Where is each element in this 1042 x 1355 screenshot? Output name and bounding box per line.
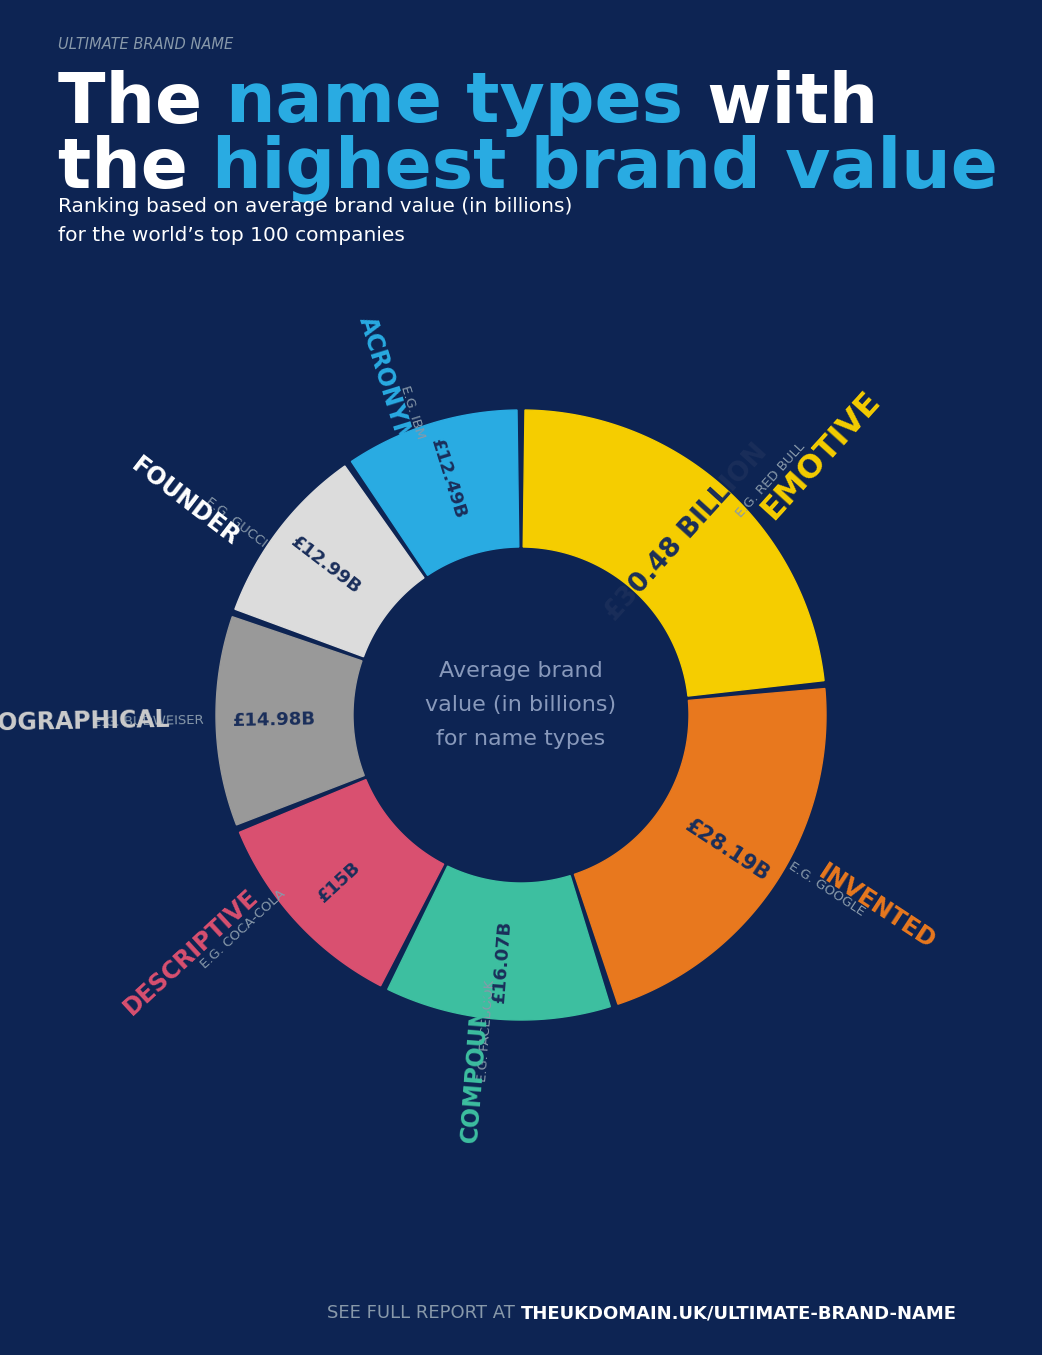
Text: £15B: £15B	[315, 858, 365, 905]
Text: E.G. IBM: E.G. IBM	[398, 383, 427, 440]
Text: £30.48 BILLION: £30.48 BILLION	[600, 439, 773, 626]
Polygon shape	[574, 688, 826, 1004]
Text: SEE FULL REPORT AT: SEE FULL REPORT AT	[327, 1304, 521, 1322]
Text: £16.07B: £16.07B	[490, 919, 514, 1003]
Text: Ranking based on average brand value (in billions)
for the world’s top 100 compa: Ranking based on average brand value (in…	[58, 196, 572, 245]
Text: E.G. FACEBOOK: E.G. FACEBOOK	[475, 980, 496, 1083]
Text: GEOGRAPHICAL: GEOGRAPHICAL	[0, 709, 171, 736]
Polygon shape	[216, 617, 365, 825]
Text: £12.49B: £12.49B	[427, 438, 469, 522]
Text: ACRONYM: ACRONYM	[354, 313, 417, 449]
Text: COMPOUND: COMPOUND	[457, 985, 494, 1144]
Text: E.G. COCA-COLA: E.G. COCA-COLA	[198, 888, 288, 972]
Text: THEUKDOMAIN.UK/ULTIMATE-BRAND-NAME: THEUKDOMAIN.UK/ULTIMATE-BRAND-NAME	[521, 1304, 957, 1322]
Polygon shape	[234, 466, 424, 657]
Polygon shape	[523, 411, 824, 696]
Polygon shape	[351, 411, 519, 576]
Circle shape	[356, 550, 686, 879]
Text: INVENTED: INVENTED	[814, 860, 939, 954]
Polygon shape	[240, 779, 444, 986]
Text: £12.99B: £12.99B	[287, 533, 364, 598]
Text: DESCRIPTIVE: DESCRIPTIVE	[120, 885, 264, 1019]
Text: E.G. GOOGLE: E.G. GOOGLE	[786, 859, 867, 919]
Text: E.G. RED BULL: E.G. RED BULL	[734, 440, 808, 520]
Text: ULTIMATE BRAND NAME: ULTIMATE BRAND NAME	[58, 37, 233, 51]
Polygon shape	[388, 866, 611, 1020]
Text: with: with	[684, 70, 878, 137]
Text: highest brand value: highest brand value	[213, 136, 998, 202]
Text: E.G. GUCCI: E.G. GUCCI	[203, 495, 270, 549]
Text: £14.98B: £14.98B	[232, 710, 317, 730]
Text: FOUNDER: FOUNDER	[126, 453, 244, 550]
Text: the: the	[58, 136, 213, 202]
Text: EMOTIVE: EMOTIVE	[755, 385, 887, 526]
Text: name types: name types	[226, 70, 684, 137]
Text: Average brand
value (in billions)
for name types: Average brand value (in billions) for na…	[425, 661, 617, 749]
Text: E.G. BUDWEISER: E.G. BUDWEISER	[93, 714, 204, 729]
Text: The: The	[58, 70, 226, 137]
Text: £28.19B: £28.19B	[681, 816, 773, 885]
